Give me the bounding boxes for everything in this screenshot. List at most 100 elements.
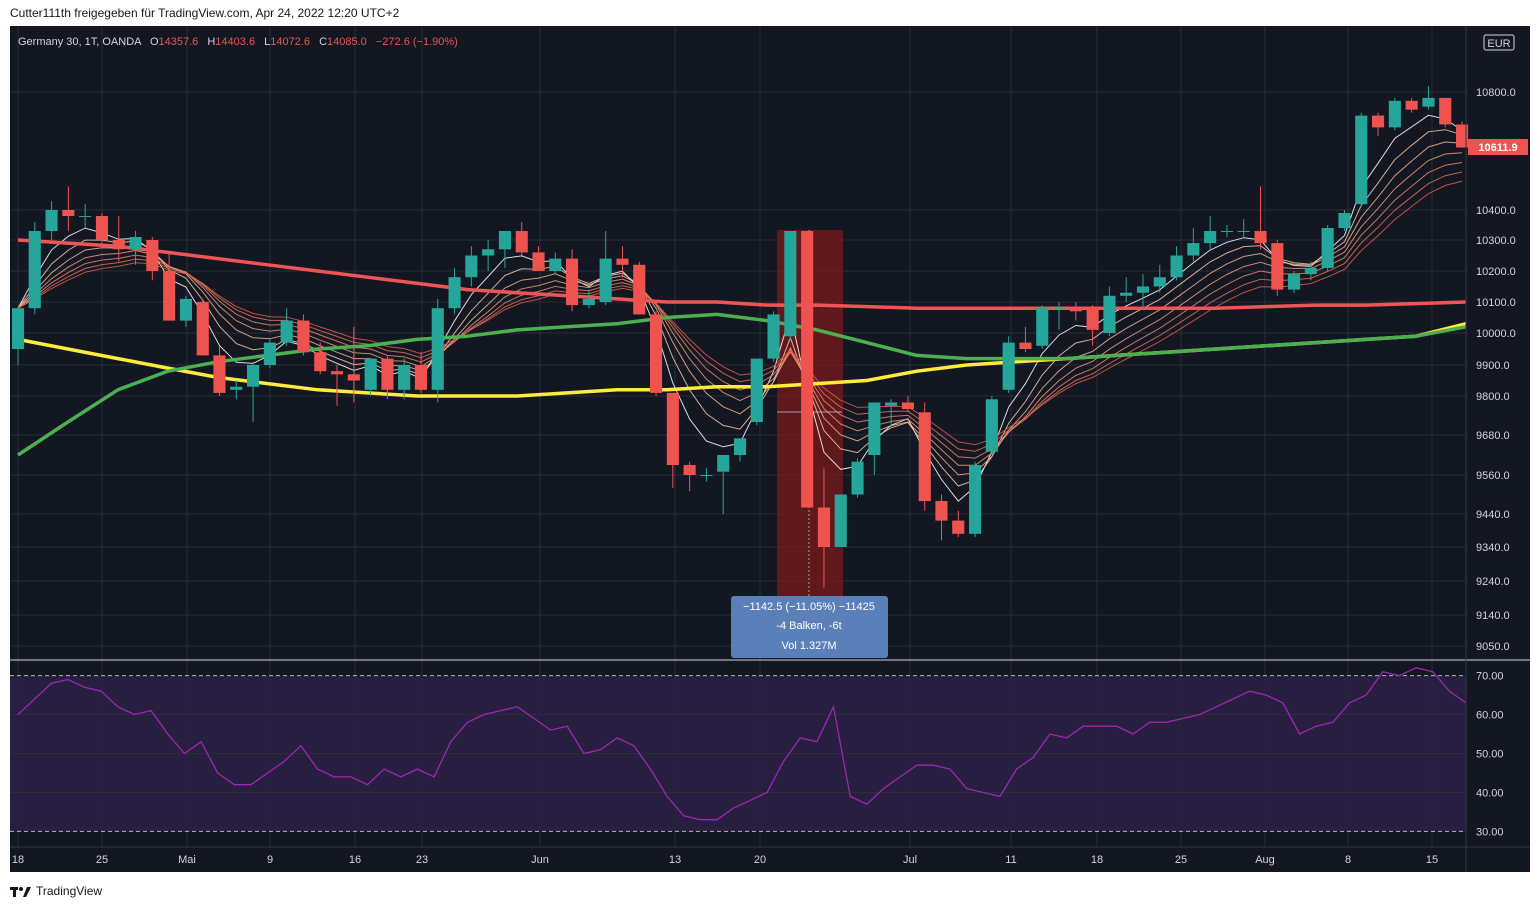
candle xyxy=(549,252,562,275)
chart-canvas[interactable]: 10800.0 10400.0 10300.0 10200.0 10100.0 10000… xyxy=(10,26,1530,872)
time-tick-label: 18 xyxy=(1091,854,1103,866)
candle-body xyxy=(45,210,58,231)
candle xyxy=(364,358,377,396)
ohlc-legend: Germany 30, 1T, OANDA O14357.6 H14403.6 … xyxy=(18,36,458,48)
candle-body xyxy=(213,355,226,393)
price-tick-label: 10300.0 xyxy=(1476,235,1516,247)
candle xyxy=(1069,302,1082,321)
candle xyxy=(1220,225,1233,237)
candle xyxy=(1053,302,1066,330)
candle xyxy=(1288,271,1301,293)
time-tick-label: 8 xyxy=(1345,854,1351,866)
candle xyxy=(515,222,528,256)
candle xyxy=(1019,326,1032,353)
candle xyxy=(717,455,730,514)
candle xyxy=(700,468,713,482)
candle-body xyxy=(28,231,41,309)
chart-frame[interactable]: 10800.0 10400.0 10300.0 10200.0 10100.0 10000… xyxy=(10,26,1530,872)
candle-body xyxy=(1204,231,1217,244)
candle-body xyxy=(1120,292,1133,296)
candle xyxy=(599,231,612,306)
price-tick-label: 9900.0 xyxy=(1476,360,1510,372)
candle-body xyxy=(969,465,982,534)
time-tick-label: 18 xyxy=(12,854,24,866)
candle xyxy=(45,201,58,240)
candle-body xyxy=(1355,115,1368,205)
candle-body xyxy=(1321,228,1334,268)
x-axis-layer: 18 25 Mai 9 16 23 Jun 13 20 Jul 11 18 25 Aug 8 15 xyxy=(12,854,1438,866)
candle xyxy=(734,438,747,462)
candle-body xyxy=(1002,342,1015,390)
footer-brand: TradingView xyxy=(36,884,103,898)
price-tick-label: 9140.0 xyxy=(1476,610,1510,622)
candle-body xyxy=(784,231,797,337)
candle-body xyxy=(582,298,595,306)
candle-body xyxy=(414,365,427,390)
candle xyxy=(482,240,495,271)
price-tick-label: 9050.0 xyxy=(1476,641,1510,653)
candle-body xyxy=(381,358,394,390)
currency-badge[interactable] xyxy=(1483,34,1515,51)
candle xyxy=(566,249,579,312)
candle-body xyxy=(801,231,814,508)
candle-body xyxy=(448,277,461,309)
candle xyxy=(112,216,125,262)
candle-body xyxy=(750,358,763,422)
candle-body xyxy=(1153,277,1166,287)
candle-body xyxy=(1086,308,1099,330)
candle xyxy=(784,231,797,340)
candle-body xyxy=(549,258,562,271)
candle-body xyxy=(196,302,209,356)
candle-body xyxy=(918,412,931,502)
candle xyxy=(129,231,142,265)
candle-body xyxy=(1053,308,1066,310)
candle xyxy=(398,358,411,400)
candle-body xyxy=(717,455,730,472)
candle xyxy=(12,308,25,365)
candle xyxy=(1086,305,1099,346)
candle-body xyxy=(331,371,344,375)
time-tick-label: Jul xyxy=(903,854,917,866)
candle xyxy=(1456,121,1469,149)
candle xyxy=(1120,277,1133,302)
candle xyxy=(935,494,948,541)
candle xyxy=(1204,216,1217,250)
candle-body xyxy=(817,507,830,547)
candle-body xyxy=(431,308,444,390)
candle xyxy=(297,314,310,356)
price-tick-label: 9680.0 xyxy=(1476,430,1510,442)
candle xyxy=(1036,305,1049,349)
candle-body xyxy=(1019,342,1032,349)
candle-body xyxy=(79,216,92,217)
candle-body xyxy=(280,320,293,343)
price-tick-label: 9800.0 xyxy=(1476,391,1510,403)
candle xyxy=(1388,97,1401,131)
rsi-tick-label: 70.00 xyxy=(1476,671,1504,683)
candle-body xyxy=(834,494,847,547)
candle-body xyxy=(498,231,511,250)
candle xyxy=(952,510,965,538)
last-price-label: 10611.9 xyxy=(1478,142,1517,154)
candle-layer xyxy=(12,86,1469,588)
legend-o-value: 14357.6 xyxy=(159,36,199,48)
candle xyxy=(1103,286,1116,337)
measure-line-1: −1142.5 (−11.05%) −11425 xyxy=(743,601,875,613)
candle xyxy=(381,355,394,400)
candle-body xyxy=(650,314,663,393)
candle-body xyxy=(112,240,125,250)
candle-body xyxy=(767,314,780,359)
y-axis-layer: 10800.0 10400.0 10300.0 10200.0 10100.0 10000… xyxy=(1476,87,1516,653)
rsi-band-layer xyxy=(10,675,1466,832)
candle xyxy=(448,267,461,315)
legend-c-label: C xyxy=(319,36,327,48)
candle xyxy=(1338,210,1351,231)
candle-body xyxy=(734,438,747,455)
candle xyxy=(1321,225,1334,271)
time-tick-label: 13 xyxy=(669,854,681,866)
time-tick-label: Mai xyxy=(178,854,196,866)
candle-body xyxy=(1405,100,1418,110)
candle-body xyxy=(1237,231,1250,232)
rsi-tick-label: 30.00 xyxy=(1476,826,1504,838)
candle xyxy=(633,261,646,315)
ema-ribbon-line xyxy=(17,171,1463,452)
